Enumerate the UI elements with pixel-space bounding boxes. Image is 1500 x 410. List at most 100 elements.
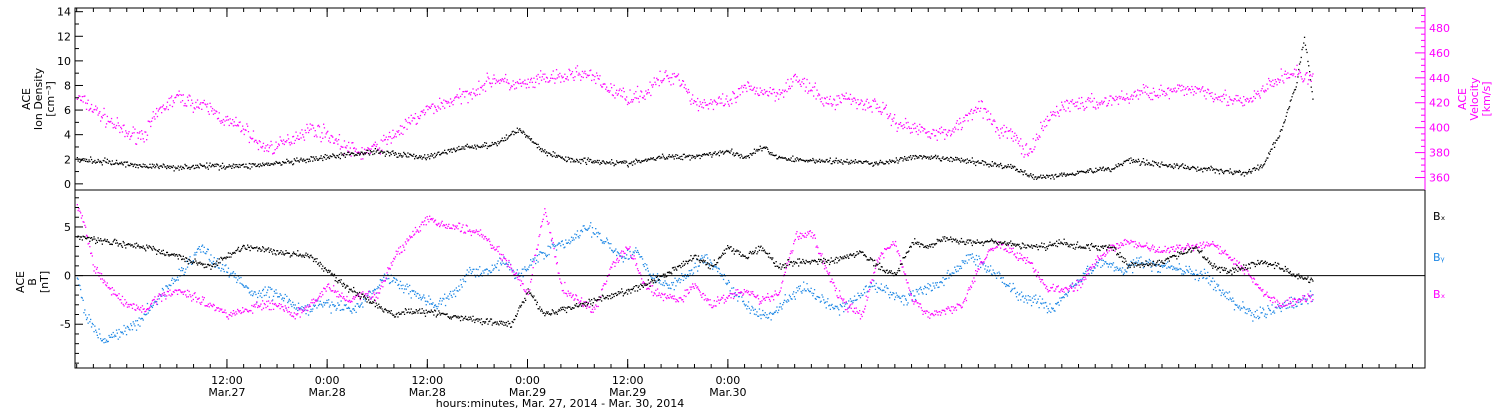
by-point (541, 252, 543, 254)
by-point (1138, 257, 1140, 259)
by-point (639, 256, 641, 258)
by-point (194, 252, 196, 254)
velocity-point (226, 115, 229, 118)
velocity-point (333, 142, 335, 144)
velocity-point (301, 129, 303, 131)
density-point (142, 163, 144, 165)
bz-point (259, 305, 261, 307)
velocity-point (147, 120, 149, 122)
by-point (1175, 269, 1177, 271)
density-point (337, 155, 339, 157)
density-point (1008, 166, 1010, 168)
velocity-point (439, 97, 441, 99)
by-point (115, 335, 117, 337)
by-point (852, 302, 854, 304)
density-point (889, 160, 892, 162)
density-point (926, 156, 928, 158)
density-point (712, 152, 715, 154)
by-point (402, 284, 404, 286)
bz-point (208, 306, 210, 308)
bz-point (279, 307, 281, 310)
by-point (1232, 297, 1234, 299)
by-point (1061, 297, 1063, 299)
density-point (419, 155, 421, 157)
velocity-point (793, 75, 795, 78)
by-point (1025, 299, 1028, 301)
density-point (386, 150, 388, 152)
density-point (303, 160, 306, 162)
velocity-point (767, 95, 770, 97)
density-point (207, 168, 209, 170)
velocity-point (245, 129, 247, 131)
bz-point (370, 298, 372, 300)
velocity-point (243, 133, 245, 136)
by-point (716, 267, 718, 269)
velocity-point (328, 137, 331, 139)
density-point (670, 155, 672, 158)
by-point (1245, 308, 1247, 311)
by-point (839, 303, 841, 306)
density-point (585, 161, 587, 164)
velocity-point (1276, 84, 1278, 86)
velocity-point (781, 92, 783, 94)
by-point (1306, 299, 1308, 301)
density-point (940, 160, 943, 162)
by-point (418, 297, 420, 299)
by-point (962, 261, 964, 264)
bz-point (468, 230, 470, 232)
velocity-point (432, 103, 434, 105)
by-point (606, 239, 609, 241)
bz-point (247, 311, 250, 313)
density-point (124, 161, 126, 163)
density-point (1298, 63, 1301, 65)
by-point (221, 264, 224, 266)
by-point (1197, 279, 1200, 282)
velocity-point (1078, 97, 1080, 99)
bz-point (272, 303, 274, 305)
density-point (581, 158, 584, 161)
bz-point (277, 305, 280, 307)
density-point (974, 161, 976, 163)
by-point (649, 273, 651, 275)
density-point (108, 160, 110, 162)
by-point (1258, 317, 1260, 320)
by-point (403, 292, 405, 294)
density-point (292, 164, 294, 166)
by-point (516, 269, 518, 271)
velocity-point (605, 88, 607, 90)
bz-point (257, 305, 260, 307)
density-point (1076, 170, 1079, 172)
density-point (1218, 173, 1221, 175)
density-point (261, 165, 263, 167)
by-point (1064, 294, 1066, 296)
velocity-point (1168, 98, 1170, 100)
by-point (91, 322, 93, 325)
by-point (1211, 280, 1213, 283)
by-point (672, 281, 675, 284)
by-point (934, 282, 937, 284)
velocity-point (342, 146, 344, 148)
velocity-point (284, 141, 286, 143)
density-point (105, 161, 108, 164)
density-point (256, 165, 258, 167)
by-point (184, 271, 186, 273)
density-point (352, 152, 354, 155)
velocity-point (459, 95, 462, 98)
velocity-point (599, 75, 601, 77)
velocity-point (114, 126, 116, 128)
velocity-point (725, 98, 727, 100)
by-point (1098, 259, 1100, 261)
density-point (1072, 173, 1074, 176)
bz-point (76, 204, 78, 206)
bz-point (535, 248, 538, 250)
density-point (972, 160, 974, 162)
by-point (1074, 284, 1076, 286)
density-point (294, 159, 296, 161)
velocity-point (272, 152, 275, 154)
velocity-point (565, 78, 568, 80)
density-point (161, 166, 164, 168)
bz-point (490, 247, 493, 249)
by-point (403, 288, 406, 290)
velocity-point (810, 89, 812, 91)
density-point (970, 161, 972, 163)
